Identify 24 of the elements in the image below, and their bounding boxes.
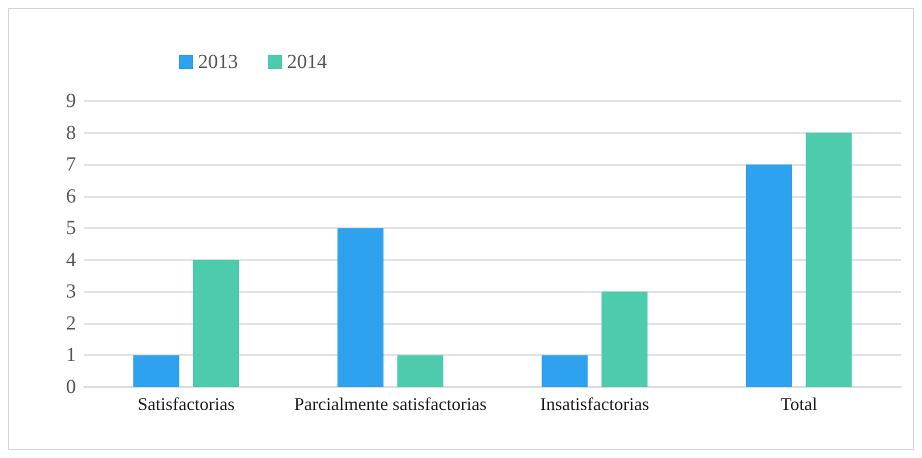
y-tick-label: 6 xyxy=(66,185,76,208)
bar xyxy=(397,355,444,387)
y-tick-label: 1 xyxy=(66,344,76,366)
bar xyxy=(746,164,792,387)
legend-label: 2013 xyxy=(198,51,238,73)
y-tick-label: 9 xyxy=(66,90,76,112)
x-tick-label: Satisfactorias xyxy=(138,394,235,414)
x-tick-label: Parcialmente satisfactorias xyxy=(294,394,487,414)
y-tick-label: 3 xyxy=(66,280,76,303)
bar xyxy=(542,355,588,387)
x-tick-label: Total xyxy=(780,394,818,414)
y-tick-label: 5 xyxy=(66,217,76,240)
y-tick-label: 2 xyxy=(66,312,76,334)
y-tick-label: 4 xyxy=(66,248,76,271)
bar xyxy=(193,260,240,387)
bar xyxy=(337,228,384,387)
bar xyxy=(806,132,852,387)
y-tick-label: 0 xyxy=(66,376,76,398)
x-tick-label: Insatisfactorias xyxy=(540,394,650,414)
legend-label: 2014 xyxy=(287,51,327,73)
bar xyxy=(133,355,180,387)
bar xyxy=(602,292,648,387)
y-tick-label: 8 xyxy=(66,122,76,144)
y-tick-label: 7 xyxy=(66,154,76,176)
